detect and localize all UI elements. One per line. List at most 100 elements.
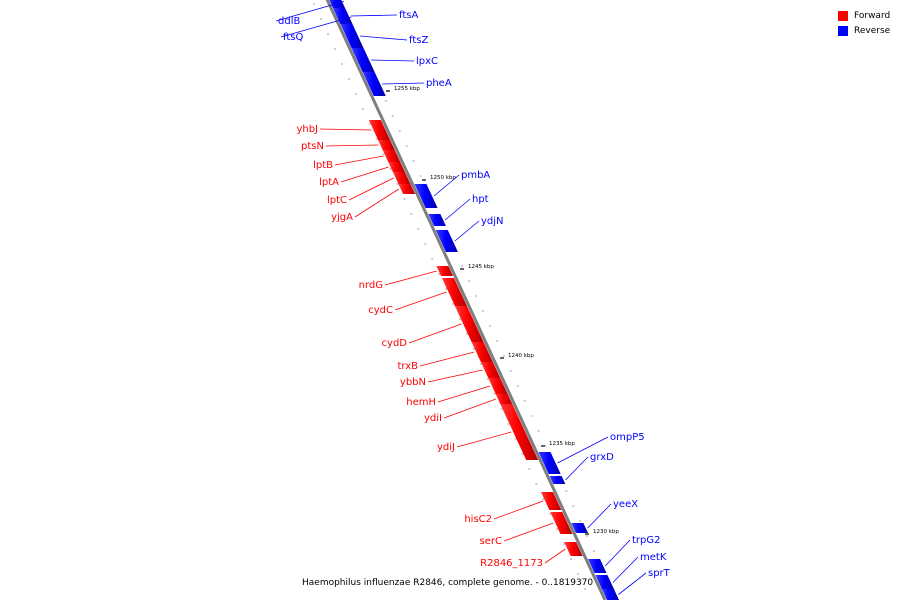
rev-gene-ompp5 [538,452,561,474]
gene-leader-line [359,35,408,41]
gene-label[interactable]: yhbJ [296,124,318,135]
gene-leader-line [544,548,566,564]
gene-leader-line [350,14,398,17]
gene-leader-line [275,1,345,22]
gene-label[interactable]: pmbA [461,170,490,181]
gene-label[interactable]: nrdG [359,280,383,291]
gene-label[interactable]: ptsN [301,141,324,152]
gene-leader-line [384,270,437,286]
gene-label[interactable]: ddlB [278,16,300,27]
legend: Forward Reverse [838,8,890,38]
gene-label[interactable]: lptA [319,177,339,188]
kbp-mark: 1255 kbp [394,86,420,92]
kbp-mark: 1235 kbp [549,441,575,447]
rev-gene-ftsa [333,8,353,24]
gene-leader-line [348,177,394,201]
gene-leader-line [557,436,609,464]
fwd-gene-ybbn [480,362,501,378]
rev-gene-yeex [571,523,588,533]
gene-leader-line [444,198,471,221]
gene-leader-line [433,174,460,197]
gene-label[interactable]: R2846_1173 [480,558,543,569]
gene-label[interactable]: lptB [313,160,333,171]
kbp-mark: 1240 kbp [508,353,534,359]
gene-label[interactable]: hisC2 [464,514,492,525]
fwd-gene-hemh [488,378,508,394]
fwd-gene-nrdg [436,266,454,276]
gene-leader-line [612,556,639,583]
gene-label[interactable]: lpxC [416,56,438,67]
gene-leader-line [340,166,389,183]
rev-gene-phea [362,72,386,96]
gene-leader-line [565,456,589,481]
gene-leader-line [325,144,379,147]
reverse-swatch [838,25,848,36]
gene-leader-line [354,188,400,218]
gene-label[interactable]: ybbN [400,377,426,388]
gene-label[interactable]: ftsA [399,10,418,21]
legend-forward-label: Forward [854,10,891,21]
gene-label[interactable]: yjgA [331,212,353,223]
gene-leader-line [280,16,352,38]
kbp-mark: 1245 kbp [468,264,494,270]
rev-gene-grxd [549,476,566,484]
gene-leader-line [427,369,483,383]
gene-leader-line [334,155,384,166]
fwd-gene-lptb [382,150,401,162]
gene-label[interactable]: pheA [426,78,452,89]
gene-label[interactable]: lptC [327,195,347,206]
gene-leader-line [587,503,612,529]
rev-gene-metk [595,575,615,590]
gene-label[interactable]: trpG2 [632,535,661,546]
fwd-gene-ptsn [378,140,395,150]
gene-leader-line [394,291,447,311]
gene-label[interactable]: trxB [397,361,418,372]
fwd-gene-lpta [388,162,405,172]
gene-label[interactable]: grxD [590,452,614,463]
gene-leader-line [454,220,480,242]
gene-label[interactable]: metK [640,552,667,563]
gene-leader-line [437,385,491,403]
gene-label[interactable]: ftsQ [283,32,303,43]
gene-label[interactable]: yeeX [613,499,638,510]
kbp-mark: 1230 kbp [593,529,619,535]
gene-leader-line [618,572,647,595]
gene-label[interactable]: hemH [406,397,436,408]
gene-label[interactable]: cydC [368,305,393,316]
fwd-gene-lptc [392,172,411,184]
gene-leader-line [382,82,425,85]
gene-leader-line [408,323,462,344]
gene-leader-line [371,59,415,62]
fwd-gene-hisc2 [541,492,562,510]
gene-label[interactable]: ompP5 [610,432,645,443]
gene-label[interactable]: ftsZ [409,35,428,46]
fwd-gene-yjga [398,184,416,194]
rev-gene-pmba [414,184,438,208]
fwd-gene-serc [550,512,573,534]
fwd-gene-ydij [500,404,539,460]
kbp-mark: 1250 kbp [430,175,456,181]
gene-label[interactable]: ydiI [424,413,442,424]
gene-label[interactable]: cydD [382,338,408,349]
fwd-gene-yhbj [368,120,391,140]
rev-gene-hpt [428,214,446,226]
fwd-gene-cydd [454,306,484,342]
gene-label[interactable]: ydjN [481,216,504,227]
genome-caption: Haemophilus influenzae R2846, complete g… [302,578,594,588]
fwd-gene-trxb [471,342,493,362]
fwd-gene-cydc [441,278,467,306]
legend-reverse: Reverse [838,23,890,38]
legend-forward: Forward [838,8,890,23]
gene-leader-line [319,128,372,131]
rev-gene-ydjn [435,230,458,252]
gene-label[interactable]: serC [480,536,502,547]
forward-swatch [838,10,848,21]
gene-label[interactable]: sprT [648,568,671,579]
gene-label[interactable]: hpt [472,194,489,205]
gene-leader-line [604,539,631,567]
gene-leader-line [503,522,554,542]
gene-leader-line [456,431,512,448]
gene-label[interactable]: ydiJ [437,442,455,453]
gene-leader-line [419,351,475,367]
